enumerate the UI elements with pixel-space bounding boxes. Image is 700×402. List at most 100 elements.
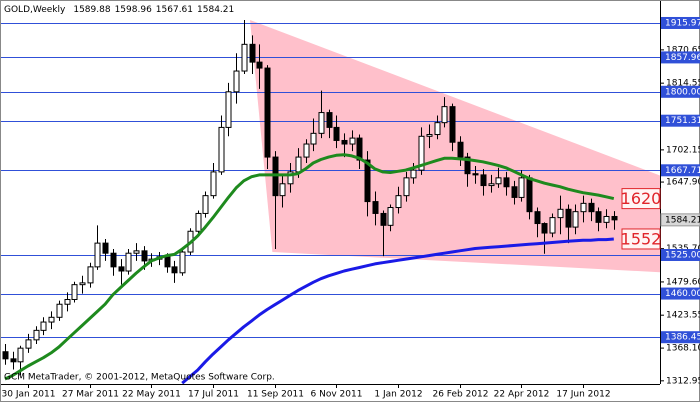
value-label-box [621, 228, 661, 250]
level-label: 1386.45 [665, 333, 700, 343]
candle-body [171, 266, 178, 274]
candle-body [202, 195, 209, 214]
ohlc-high: 1598.96 [115, 5, 152, 15]
moving-average [181, 237, 614, 384]
price-label-box [660, 213, 700, 227]
level-label: 1915.97 [665, 18, 700, 28]
candle-body [249, 43, 256, 63]
x-tick-label: 17 Jul 2011 [188, 390, 239, 400]
x-tick-label: 1 Jan 2012 [374, 390, 422, 400]
candle-body [79, 282, 86, 286]
candle-body [303, 143, 310, 158]
level-label-box [661, 85, 700, 98]
candle-body [495, 177, 502, 185]
candle-body [434, 122, 441, 136]
candle-body [40, 321, 47, 331]
candle-body [295, 156, 302, 173]
level-label-box [661, 164, 700, 177]
candle-body [264, 67, 271, 158]
y-tick-label: 1479.60 [666, 277, 700, 287]
value-label: 1620 [621, 189, 662, 208]
level-label-box [661, 331, 700, 344]
x-tick-label: 22 May 2011 [122, 390, 181, 400]
level-label: 1800.00 [665, 87, 700, 97]
candle-body [403, 177, 410, 197]
candle-body [480, 174, 487, 187]
candle-body [133, 250, 140, 254]
candle-body [588, 202, 595, 213]
candle-body [179, 251, 186, 274]
candle-body [349, 137, 356, 145]
level-label-box [661, 51, 700, 64]
candle-body [102, 242, 109, 254]
value-label: 1552 [621, 229, 662, 248]
candle-body [287, 171, 294, 185]
candle-body [64, 298, 71, 305]
ohlc-open: 1589.88 [73, 5, 110, 15]
candle-body [603, 215, 610, 223]
candle-body [457, 141, 464, 158]
candle-body [218, 126, 225, 173]
candle-body [118, 266, 125, 272]
x-tick-label: 26 Feb 2012 [432, 390, 488, 400]
level-label-box [661, 248, 700, 261]
x-tick-label: 22 Apr 2012 [494, 390, 550, 400]
candle-body [472, 173, 479, 176]
candle-body [210, 171, 217, 197]
candle-body [195, 212, 202, 232]
candle-body [326, 112, 333, 128]
candle-body [141, 250, 148, 262]
x-tick-label: 17 Jun 2012 [556, 390, 610, 400]
candle-body [380, 212, 387, 226]
candle-body [541, 223, 548, 234]
candle-body [17, 347, 24, 363]
candle-body [595, 211, 602, 223]
candle-body [426, 134, 433, 137]
level-label: 1525.00 [665, 250, 700, 260]
y-tick-label: 1647.90 [666, 178, 700, 188]
candle-body [557, 208, 564, 219]
candle-body [534, 211, 541, 225]
candle-body [449, 106, 456, 143]
candle-body [526, 177, 533, 213]
y-tick-label: 1814.55 [666, 79, 700, 89]
candle-body [279, 183, 286, 197]
candle-body [25, 339, 32, 349]
y-tick-label: 1870.65 [666, 45, 700, 55]
y-tick-label: 1702.15 [666, 145, 700, 155]
candle-body [125, 252, 132, 272]
candle-body [110, 252, 117, 268]
candle-body [410, 169, 417, 179]
header: GOLD,Weekly 1589.88 1598.96 1567.61 1584.21 [4, 5, 234, 15]
level-label-box [661, 114, 700, 127]
candle-body [387, 207, 394, 226]
candle-body [333, 126, 340, 141]
candle-body [518, 177, 525, 198]
candle-body [611, 215, 618, 221]
candle-body [441, 106, 448, 124]
candle-body [488, 183, 495, 187]
level-label-box [661, 16, 700, 29]
candle-body [241, 43, 248, 72]
ohlc-close: 1584.21 [197, 5, 234, 15]
candle-body [94, 242, 101, 268]
x-tick-label: 30 Jan 2011 [2, 390, 56, 400]
candle-body [71, 284, 78, 300]
candle-body [233, 70, 240, 93]
x-tick-label: 27 Mar 2011 [62, 390, 119, 400]
footer: GCM MetaTrader, © 2001-2012, MetaQuotes … [4, 373, 275, 383]
x-tick-label: 6 Nov 2011 [311, 390, 363, 400]
candle-body [565, 208, 572, 228]
value-label-box [621, 188, 661, 210]
candle-body [87, 266, 94, 284]
candle-body [511, 186, 518, 198]
y-tick-label: 1368.10 [666, 344, 700, 354]
ohlc-low: 1567.61 [156, 5, 193, 15]
candle-body [395, 195, 402, 209]
plot-area [0, 19, 660, 384]
y-tick-label: 1423.55 [666, 311, 700, 321]
level-label: 1667.71 [665, 166, 700, 176]
candle-body [2, 351, 9, 360]
